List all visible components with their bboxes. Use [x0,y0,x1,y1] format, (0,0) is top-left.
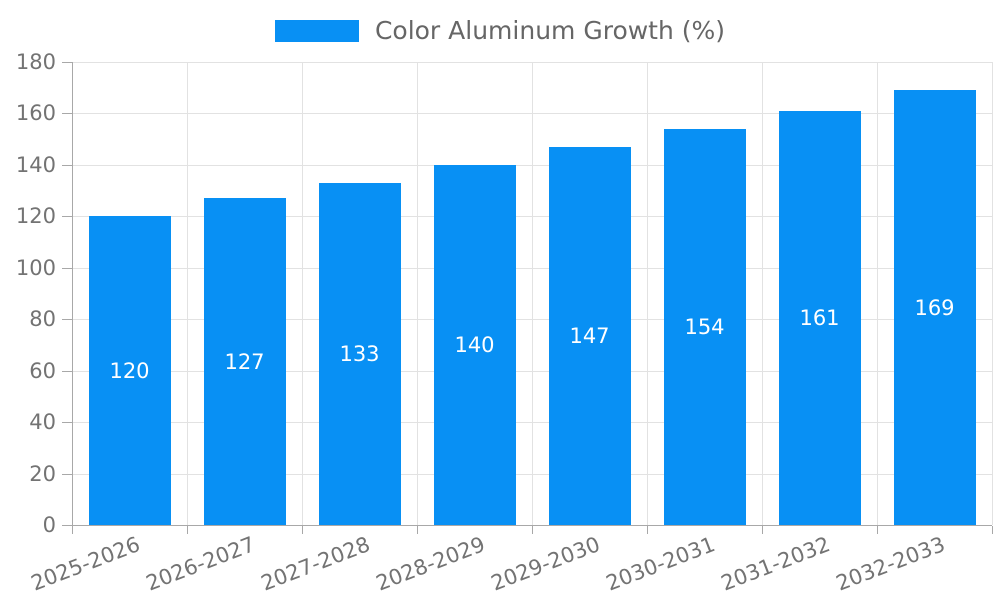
y-axis-tick-mark [62,370,72,372]
bar[interactable] [88,216,171,525]
gridline-horizontal [72,473,992,475]
bar[interactable] [318,182,401,525]
y-axis-tick-mark [62,525,72,526]
gridline-vertical [992,62,993,525]
gridline-vertical [877,62,878,525]
gridline-vertical [762,62,763,525]
bar-value-label: 140 [454,332,495,357]
x-axis-tick-mark [647,526,648,534]
gridline-vertical [417,62,418,525]
y-axis-tick-mark [62,216,72,218]
x-axis-tick-label: 2026-2027 [142,532,258,596]
y-axis-tick-label: 0 [42,513,56,537]
x-axis-tick-label: 2031-2032 [717,532,833,596]
bar[interactable] [893,90,976,525]
y-axis-tick-label: 160 [15,101,56,126]
legend-swatch [274,19,359,42]
y-axis-tick-label: 60 [29,358,56,383]
bar-value-label: 161 [799,305,840,330]
bar[interactable] [663,128,746,525]
x-axis-tick-mark [762,526,763,534]
bar[interactable] [778,110,861,525]
gridline-horizontal [72,62,992,63]
y-axis-tick-label: 100 [15,255,56,280]
gridline-horizontal [72,267,992,269]
x-axis-tick-mark [187,526,188,534]
gridline-horizontal [72,319,992,321]
gridline-vertical [647,62,648,525]
x-axis-tick-mark [417,526,418,534]
x-axis-tick-mark [992,526,993,534]
gridline-vertical [532,62,533,525]
y-axis-tick-mark [62,62,72,63]
y-axis-tick-mark [62,164,72,166]
bar-value-label: 147 [569,323,610,348]
y-axis-tick-label: 180 [15,50,56,74]
x-axis-tick-label: 2032-2033 [832,532,948,596]
legend-item[interactable]: Color Aluminum Growth (%) [274,16,726,45]
x-axis-tick-label: 2025-2026 [27,532,143,596]
y-axis-tick-mark [62,319,72,321]
bar[interactable] [203,198,286,525]
x-axis-tick-label: 2028-2029 [372,532,488,596]
y-axis-tick-mark [62,473,72,475]
bar-value-label: 133 [339,341,380,366]
y-axis-tick-label: 120 [15,204,56,229]
y-axis-tick-mark [62,422,72,424]
bar[interactable] [548,146,631,525]
gridline-horizontal [72,113,992,115]
x-axis-tick-mark [302,526,303,534]
y-axis-tick-label: 20 [29,461,56,486]
gridline-horizontal [72,216,992,218]
gridline-vertical [302,62,303,525]
y-axis-tick-mark [62,113,72,115]
x-axis-tick-label: 2027-2028 [257,532,373,596]
x-axis-tick-mark [532,526,533,534]
bar-value-label: 120 [109,358,150,383]
gridline-horizontal [72,370,992,372]
y-axis-tick-label: 80 [29,307,56,332]
x-axis-line [72,525,992,526]
bar[interactable] [433,164,516,525]
y-axis-tick-mark [62,267,72,269]
gridline-horizontal [72,422,992,424]
legend: Color Aluminum Growth (%) [0,17,1000,45]
x-axis-tick-mark [877,526,878,534]
gridline-vertical [187,62,188,525]
gridline-horizontal [72,164,992,166]
x-axis-tick-mark [72,526,73,534]
bar-value-label: 127 [224,349,265,374]
y-axis-tick-label: 140 [15,152,56,177]
y-axis-tick-label: 40 [29,410,56,435]
x-axis-tick-label: 2029-2030 [487,532,603,596]
bar-value-label: 154 [684,314,725,339]
bar-value-label: 169 [914,295,955,320]
x-axis-tick-label: 2030-2031 [602,532,718,596]
legend-label: Color Aluminum Growth (%) [374,16,726,45]
y-axis-line [72,62,73,526]
